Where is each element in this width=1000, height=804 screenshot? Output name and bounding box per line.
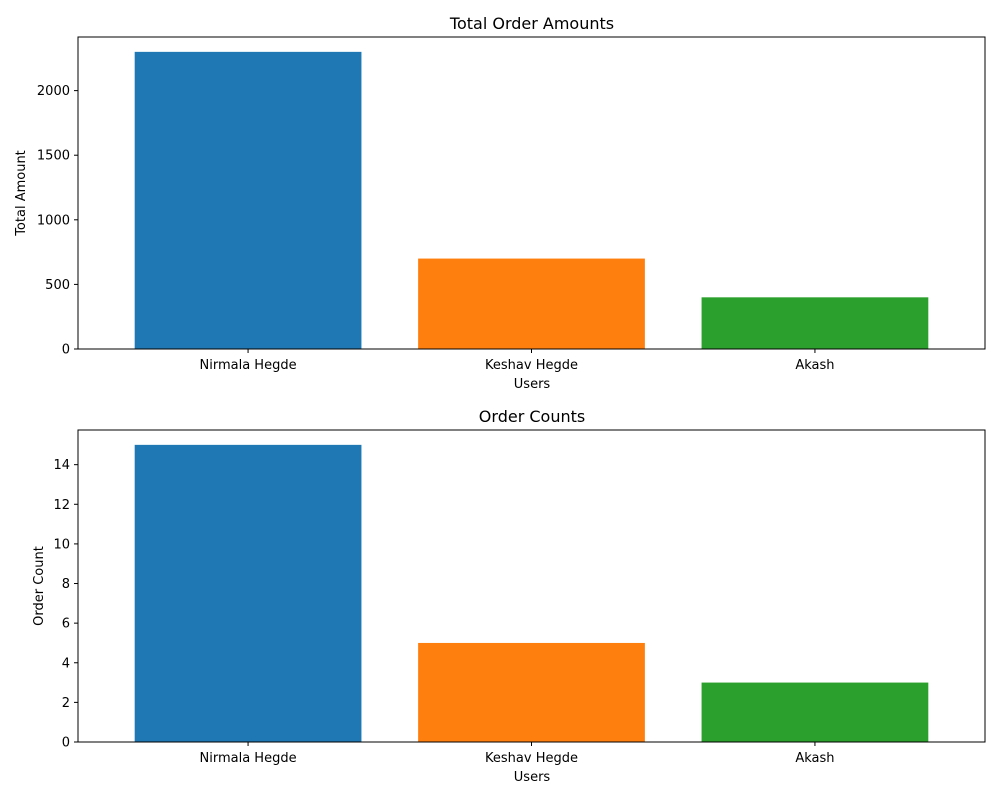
bars	[134, 51, 929, 349]
x-tick-label: Nirmala Hegde	[200, 751, 297, 766]
y-tick-label: 8	[62, 577, 70, 592]
y-tick-label: 14	[53, 458, 70, 473]
y-tick-label: 10	[53, 537, 70, 552]
y-tick-label: 6	[62, 617, 70, 632]
y-axis-label: Total Amount	[14, 150, 29, 237]
bar-keshav-hegde	[418, 642, 645, 742]
y-tick-label: 2	[62, 696, 70, 711]
bar-akash	[701, 297, 929, 349]
y-tick-label: 1000	[37, 213, 70, 228]
y-tick-label: 0	[62, 343, 70, 358]
bars	[134, 444, 929, 742]
x-tick-label: Keshav Hegde	[485, 358, 578, 373]
y-tick-label: 2000	[37, 84, 70, 99]
y-tick-label: 12	[53, 498, 70, 513]
bar-nirmala-hegde	[134, 444, 362, 742]
y-tick-label: 0	[62, 736, 70, 751]
x-tick-label: Keshav Hegde	[485, 751, 578, 766]
y-tick-label: 4	[62, 656, 70, 671]
x-ticks: Nirmala Hegde Keshav Hegde Akash	[200, 349, 835, 373]
y-tick-label: 1500	[37, 149, 70, 164]
x-tick-label: Nirmala Hegde	[200, 358, 297, 373]
order-counts-chart: Order Counts Users Order Count Nirmala H…	[32, 407, 986, 785]
y-ticks: 0 500 1000 1500 2000	[37, 84, 78, 358]
bar-keshav-hegde	[418, 258, 645, 349]
x-ticks: Nirmala Hegde Keshav Hegde Akash	[200, 742, 835, 766]
y-tick-label: 500	[45, 278, 70, 293]
plot-frame	[77, 36, 986, 350]
total-order-amounts-chart: Total Order Amounts Users Total Amount N…	[14, 14, 986, 392]
x-axis-label: Users	[514, 377, 551, 392]
bar-nirmala-hegde	[134, 51, 362, 349]
chart-title: Total Order Amounts	[449, 14, 614, 33]
bar-akash	[701, 682, 929, 742]
y-ticks: 0 2 4 6 8 10 12 14	[53, 458, 78, 751]
plot-frame	[77, 429, 986, 743]
x-axis-label: Users	[514, 770, 551, 785]
y-axis-label: Order Count	[32, 546, 47, 626]
x-tick-label: Akash	[795, 358, 834, 373]
x-tick-label: Akash	[795, 751, 834, 766]
chart-title: Order Counts	[479, 407, 585, 426]
